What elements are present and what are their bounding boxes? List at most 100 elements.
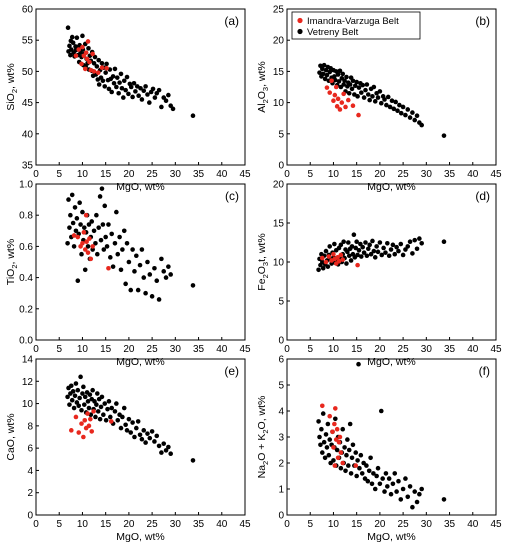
data-point-vetreny-belt: [77, 200, 82, 206]
data-point-vetreny-belt: [78, 374, 83, 380]
y-tick-label: 8: [27, 421, 33, 432]
data-point-vetreny-belt: [118, 425, 124, 431]
data-point-vetreny-belt: [134, 425, 139, 431]
data-point-vetreny-belt: [383, 471, 389, 476]
data-point-vetreny-belt: [400, 486, 406, 492]
data-point-vetreny-belt: [67, 43, 72, 49]
y-axis-label: Na2O + K2O, wt%: [256, 396, 270, 479]
y-tick-label: 3: [278, 433, 284, 444]
data-point-vetreny-belt: [379, 252, 385, 258]
y-tick-label: 25: [273, 5, 285, 16]
data-point-vetreny-belt: [407, 484, 413, 489]
data-point-vetreny-belt: [321, 62, 327, 68]
x-axis-label: MgO, wt%: [367, 181, 415, 193]
data-point-vetreny-belt: [354, 473, 359, 479]
data-point-vetreny-belt: [72, 205, 78, 210]
data-point-imandra-varzuga-belt: [340, 257, 346, 262]
data-point-vetreny-belt: [101, 247, 107, 252]
data-point-vetreny-belt: [106, 399, 112, 404]
data-point-imandra-varzuga-belt: [343, 104, 348, 110]
data-point-vetreny-belt: [335, 72, 341, 77]
data-point-vetreny-belt: [102, 401, 108, 406]
data-point-vetreny-belt: [116, 90, 121, 96]
data-point-vetreny-belt: [381, 245, 386, 251]
data-point-imandra-varzuga-belt: [73, 414, 79, 420]
data-point-vetreny-belt: [163, 275, 169, 280]
data-point-imandra-varzuga-belt: [79, 421, 84, 426]
y-axis-label-text: O + K: [256, 434, 268, 461]
data-point-imandra-varzuga-belt: [332, 463, 338, 468]
data-point-vetreny-belt: [412, 237, 418, 243]
data-point-imandra-varzuga-belt: [341, 91, 346, 97]
data-point-vetreny-belt: [166, 444, 171, 450]
data-point-vetreny-belt: [156, 297, 162, 302]
data-point-vetreny-belt: [347, 421, 353, 427]
data-point-vetreny-belt: [97, 194, 103, 199]
data-point-vetreny-belt: [91, 60, 97, 66]
data-point-imandra-varzuga-belt: [86, 423, 92, 429]
data-point-vetreny-belt: [364, 463, 369, 468]
data-point-vetreny-belt: [74, 400, 80, 405]
y-tick-label: 50: [22, 67, 34, 78]
data-point-vetreny-belt: [363, 87, 368, 93]
data-point-vetreny-belt: [372, 99, 378, 104]
data-point-vetreny-belt: [128, 430, 134, 435]
data-point-vetreny-belt: [135, 287, 141, 293]
data-point-vetreny-belt: [121, 95, 126, 100]
data-point-vetreny-belt: [124, 240, 130, 246]
y-axis-label-subscript: 3: [261, 87, 270, 91]
data-point-vetreny-belt: [317, 70, 322, 75]
data-point-vetreny-belt: [70, 389, 76, 394]
data-point-vetreny-belt: [135, 419, 141, 424]
data-point-vetreny-belt: [114, 84, 119, 90]
data-point-vetreny-belt: [121, 228, 127, 234]
x-tick-label: 0: [33, 169, 39, 180]
data-point-vetreny-belt: [341, 239, 346, 245]
data-point-imandra-varzuga-belt: [331, 251, 336, 257]
data-point-vetreny-belt: [71, 244, 77, 249]
x-tick-label: 10: [328, 344, 340, 355]
data-point-vetreny-belt: [106, 222, 111, 227]
data-point-vetreny-belt: [317, 434, 322, 440]
data-point-vetreny-belt: [360, 244, 366, 250]
data-point-vetreny-belt: [100, 222, 106, 227]
data-point-vetreny-belt: [367, 97, 372, 103]
data-point-vetreny-belt: [156, 443, 162, 449]
data-point-vetreny-belt: [93, 240, 98, 246]
data-point-vetreny-belt: [133, 89, 138, 94]
data-point-vetreny-belt: [159, 104, 164, 110]
data-point-vetreny-belt: [359, 90, 364, 95]
data-point-imandra-varzuga-belt: [76, 430, 82, 435]
legend-box: [291, 11, 421, 40]
data-point-vetreny-belt: [325, 421, 331, 427]
data-point-vetreny-belt: [76, 403, 82, 409]
data-point-imandra-varzuga-belt: [83, 212, 89, 218]
y-axis-label-text: Al: [256, 103, 268, 112]
data-point-vetreny-belt: [82, 225, 87, 230]
data-point-imandra-varzuga-belt: [335, 255, 340, 260]
data-point-vetreny-belt: [66, 197, 71, 202]
data-point-vetreny-belt: [352, 83, 358, 89]
data-point-vetreny-belt: [319, 66, 325, 72]
data-point-imandra-varzuga-belt: [336, 439, 342, 445]
data-point-vetreny-belt: [334, 447, 340, 453]
legend-marker: [297, 17, 303, 24]
x-tick-label: 0: [284, 169, 290, 180]
data-point-vetreny-belt: [332, 74, 337, 79]
data-point-vetreny-belt: [386, 476, 392, 481]
data-point-vetreny-belt: [374, 473, 379, 479]
data-point-vetreny-belt: [325, 264, 331, 269]
data-point-vetreny-belt: [131, 80, 137, 86]
x-tick-label: 45: [490, 519, 502, 530]
y-axis-label: SiO2, wt%: [5, 63, 19, 110]
data-point-imandra-varzuga-belt: [81, 230, 87, 235]
panel-c: 0 5 10 15 20 25 30 35 40 45 0.0 0.2 0.4 0.6 0.8 1.0 MgO,…: [5, 180, 251, 369]
data-point-vetreny-belt: [145, 431, 150, 436]
data-point-imandra-varzuga-belt: [71, 233, 77, 238]
data-point-vetreny-belt: [69, 192, 75, 198]
data-point-vetreny-belt: [85, 399, 91, 404]
data-point-vetreny-belt: [388, 491, 394, 497]
data-point-vetreny-belt: [81, 384, 86, 390]
data-point-vetreny-belt: [123, 422, 128, 428]
data-point-vetreny-belt: [94, 402, 99, 407]
